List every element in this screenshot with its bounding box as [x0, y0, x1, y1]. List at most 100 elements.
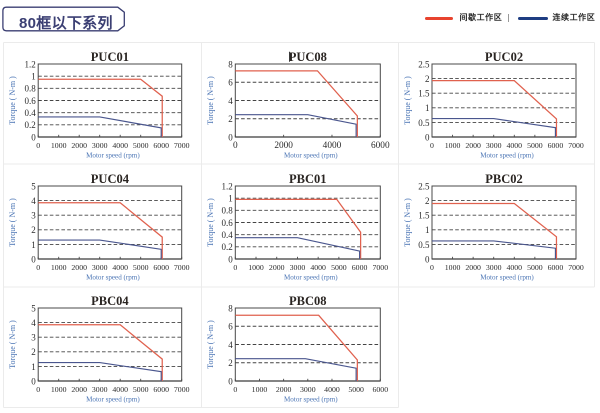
svg-text:6000: 6000	[153, 263, 169, 272]
svg-text:Motor speed (rpm): Motor speed (rpm)	[284, 396, 338, 404]
svg-text:0: 0	[233, 141, 238, 151]
svg-text:Motor speed (rpm): Motor speed (rpm)	[480, 152, 534, 160]
svg-text:4: 4	[228, 96, 233, 106]
svg-text:PBC04: PBC04	[91, 294, 129, 308]
svg-text:4000: 4000	[506, 263, 522, 272]
svg-text:1: 1	[228, 194, 233, 204]
svg-text:6000: 6000	[352, 263, 368, 272]
svg-text:Torque ( N-m ): Torque ( N-m )	[8, 76, 17, 125]
svg-text:4: 4	[31, 196, 36, 206]
svg-text:0.6: 0.6	[222, 218, 234, 228]
svg-text:2000: 2000	[276, 385, 292, 394]
svg-text:PUC01: PUC01	[91, 50, 129, 64]
svg-text:0: 0	[425, 132, 430, 142]
svg-text:0: 0	[430, 141, 434, 150]
svg-text:4000: 4000	[112, 263, 128, 272]
svg-text:7000: 7000	[373, 263, 389, 272]
svg-text:0: 0	[228, 254, 233, 264]
svg-text:1000: 1000	[445, 263, 461, 272]
svg-text:5000: 5000	[133, 385, 149, 394]
svg-text:0: 0	[36, 385, 40, 394]
svg-text:8: 8	[228, 59, 233, 69]
svg-text:0.8: 0.8	[222, 206, 234, 216]
svg-text:PBC01: PBC01	[289, 172, 327, 186]
svg-text:PUC02: PUC02	[485, 50, 523, 64]
svg-text:0: 0	[233, 263, 237, 272]
svg-text:5000: 5000	[527, 141, 543, 150]
svg-text:0.4: 0.4	[24, 108, 36, 118]
svg-text:0.2: 0.2	[24, 120, 35, 130]
svg-text:0: 0	[31, 254, 36, 264]
svg-text:7000: 7000	[568, 141, 584, 150]
svg-text:1000: 1000	[51, 385, 67, 394]
svg-text:0.4: 0.4	[222, 230, 234, 240]
svg-text:Torque ( N-m ): Torque ( N-m )	[8, 320, 17, 369]
svg-text:1.2: 1.2	[222, 181, 233, 191]
svg-text:4000: 4000	[323, 141, 342, 151]
svg-text:2000: 2000	[465, 141, 481, 150]
svg-text:3000: 3000	[300, 385, 316, 394]
svg-text:Torque ( N-m ): Torque ( N-m )	[403, 198, 412, 247]
svg-text:2: 2	[228, 358, 233, 368]
svg-text:2000: 2000	[71, 385, 87, 394]
svg-text:3000: 3000	[92, 141, 108, 150]
svg-text:2000: 2000	[269, 263, 285, 272]
svg-text:4000: 4000	[310, 263, 326, 272]
svg-text:1.2: 1.2	[24, 59, 35, 69]
svg-text:3000: 3000	[486, 263, 502, 272]
svg-text:4000: 4000	[112, 385, 128, 394]
svg-text:3000: 3000	[92, 385, 108, 394]
svg-text:1000: 1000	[252, 385, 268, 394]
svg-text:3000: 3000	[92, 263, 108, 272]
svg-text:6000: 6000	[548, 263, 564, 272]
svg-text:5000: 5000	[133, 141, 149, 150]
svg-text:2: 2	[228, 114, 233, 124]
svg-text:0: 0	[233, 385, 237, 394]
svg-text:5000: 5000	[348, 385, 364, 394]
svg-text:5: 5	[31, 303, 36, 313]
svg-text:0.5: 0.5	[418, 118, 430, 128]
svg-text:0: 0	[430, 263, 434, 272]
svg-text:Motor speed (rpm): Motor speed (rpm)	[86, 396, 140, 404]
svg-text:6000: 6000	[548, 141, 564, 150]
svg-text:2000: 2000	[71, 141, 87, 150]
svg-text:PUC08: PUC08	[289, 50, 327, 64]
svg-text:3000: 3000	[486, 141, 502, 150]
svg-text:4: 4	[31, 318, 36, 328]
svg-text:0: 0	[31, 376, 36, 386]
svg-text:3000: 3000	[290, 263, 306, 272]
svg-text:3: 3	[31, 211, 36, 221]
svg-text:Motor speed (rpm): Motor speed (rpm)	[284, 152, 338, 160]
svg-text:6: 6	[228, 322, 233, 332]
svg-text:2000: 2000	[71, 263, 87, 272]
svg-text:1: 1	[31, 72, 36, 82]
svg-text:5000: 5000	[133, 263, 149, 272]
svg-text:0: 0	[36, 141, 40, 150]
svg-text:Torque ( N-m ): Torque ( N-m )	[403, 76, 412, 125]
svg-text:Torque ( N-m ): Torque ( N-m )	[206, 76, 215, 125]
svg-text:2: 2	[425, 196, 430, 206]
svg-text:7000: 7000	[568, 263, 584, 272]
svg-text:6000: 6000	[373, 385, 389, 394]
svg-text:1: 1	[425, 225, 430, 235]
svg-text:6000: 6000	[153, 385, 169, 394]
svg-text:0: 0	[425, 254, 430, 264]
svg-text:6000: 6000	[371, 141, 390, 151]
svg-text:1000: 1000	[248, 263, 264, 272]
svg-text:PBC08: PBC08	[289, 294, 327, 308]
svg-text:Torque ( N-m ): Torque ( N-m )	[206, 198, 215, 247]
svg-text:3: 3	[31, 333, 36, 343]
svg-text:0.2: 0.2	[222, 242, 233, 252]
svg-text:0.8: 0.8	[24, 84, 36, 94]
svg-text:PUC04: PUC04	[91, 172, 130, 186]
svg-text:PBC02: PBC02	[485, 172, 523, 186]
svg-text:0: 0	[228, 376, 233, 386]
svg-text:2000: 2000	[274, 141, 293, 151]
svg-text:2: 2	[31, 347, 36, 357]
svg-text:Motor speed (rpm): Motor speed (rpm)	[284, 274, 338, 282]
svg-text:2000: 2000	[465, 263, 481, 272]
svg-text:4000: 4000	[506, 141, 522, 150]
svg-text:Torque ( N-m ): Torque ( N-m )	[8, 198, 17, 247]
svg-text:1: 1	[425, 103, 430, 113]
svg-text:2.5: 2.5	[418, 59, 430, 69]
